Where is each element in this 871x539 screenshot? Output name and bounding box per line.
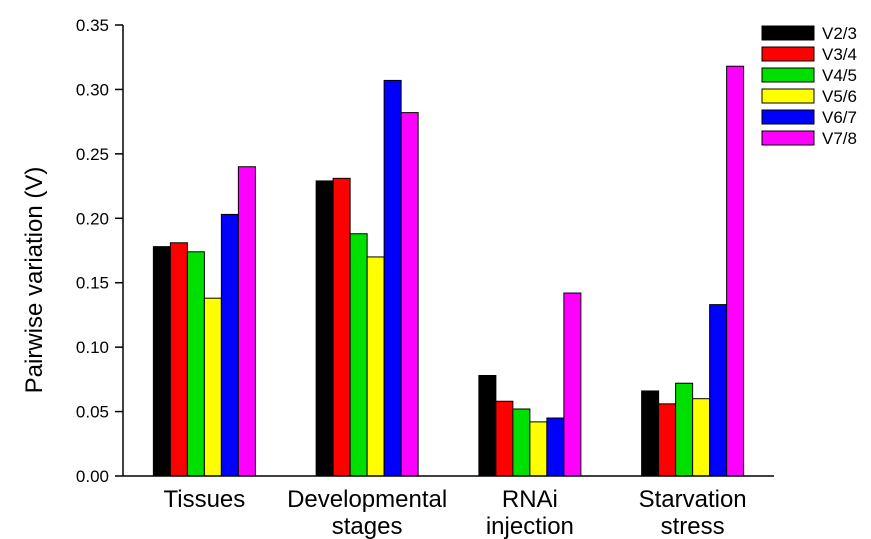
bar-group [152,65,745,477]
y-axis-ticks: 0.00 0.05 0.10 0.15 0.20 0.25 0.30 0.35 [76,16,123,486]
bar-v2-3 [152,246,171,477]
legend-label: V2/3 [822,24,857,43]
y-tick-label: 0.25 [76,145,109,164]
bar-v2-3 [478,374,497,477]
y-tick-label: 0.20 [76,209,109,228]
y-tick-label: 0.05 [76,403,109,422]
bar-v4-5 [349,233,368,477]
legend-swatch [761,67,815,83]
bar-v2-3 [641,390,660,477]
bar-v5-6 [366,256,385,477]
bar-v7-8 [400,112,419,477]
bar-v6-7 [383,79,402,477]
bar-v3-4 [658,403,677,477]
legend: V2/3 V3/4 V4/5 V5/6 V6/7 V7/8 [761,24,857,148]
legend-label: V5/6 [822,87,857,106]
y-tick-label: 0.10 [76,338,109,357]
bar-v4-5 [186,251,205,477]
x-category-label: RNAi [502,486,558,513]
legend-label: V6/7 [822,108,857,127]
legend-label: V7/8 [822,129,857,148]
bar-v4-5 [512,408,531,477]
y-tick-label: 0.30 [76,80,109,99]
legend-swatch [761,109,815,125]
bar-v5-6 [203,297,222,477]
legend-label: V3/4 [822,45,857,64]
legend-swatch [761,88,815,104]
x-category-label: injection [486,513,574,539]
bar-v5-6 [529,421,548,477]
legend-label: V4/5 [822,66,857,85]
bar-v7-8 [563,292,582,477]
bar-v3-4 [495,400,514,477]
x-category-label: stages [332,513,403,539]
y-tick-label: 0.00 [76,467,109,486]
x-category-label: Developmental [287,486,447,513]
bar-v4-5 [675,382,694,477]
bar-v6-7 [220,213,239,477]
legend-swatch [761,46,815,62]
bar-v6-7 [546,417,565,477]
bar-v7-8 [726,65,745,477]
y-tick-label: 0.35 [76,16,109,35]
x-category-label: Tissues [163,486,245,513]
bar-v5-6 [692,398,711,477]
bar-v2-3 [315,180,334,477]
x-category-label: stress [661,513,725,539]
bar-v3-4 [169,242,188,477]
legend-swatch [761,25,815,41]
y-axis-title: Pairwise variation (V) [21,167,48,394]
x-category-label: Starvation [639,486,747,513]
y-tick-label: 0.15 [76,274,109,293]
bar-v6-7 [709,304,728,477]
bar-v3-4 [332,177,351,477]
bar-v7-8 [237,166,256,477]
legend-swatch [761,130,815,146]
